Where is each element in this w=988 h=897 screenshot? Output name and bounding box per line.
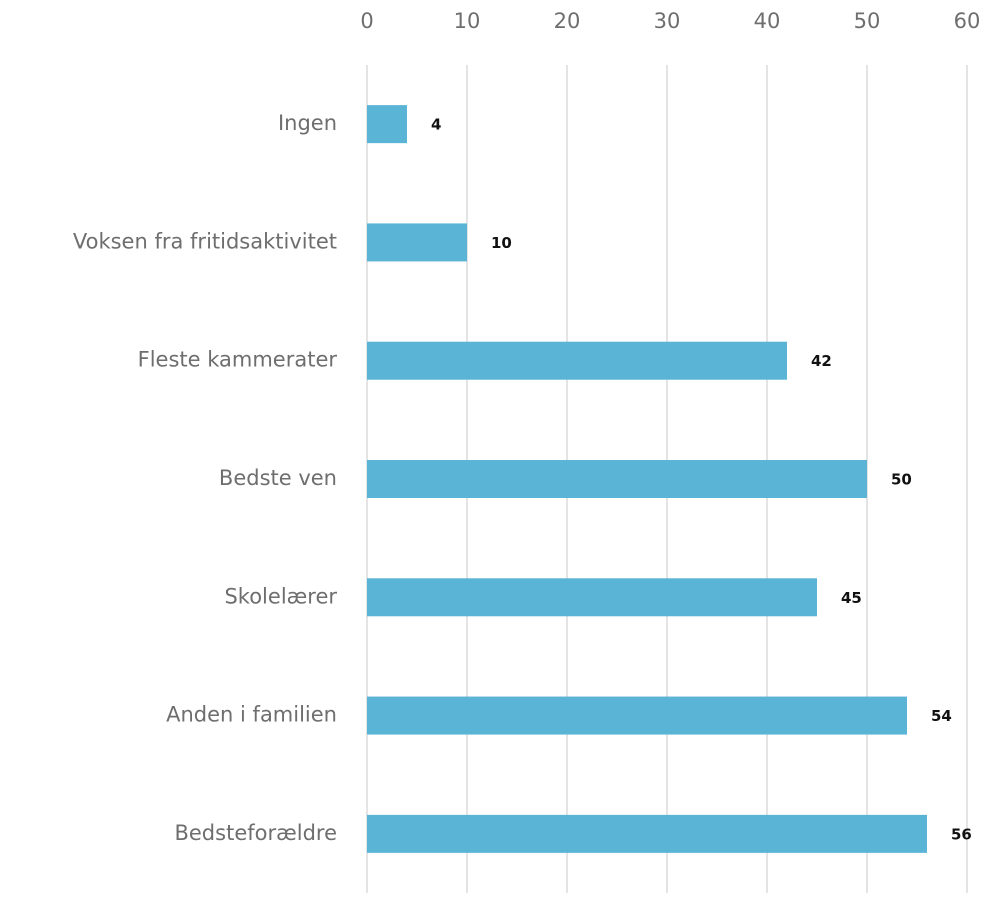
value-label: 50 — [891, 471, 912, 489]
category-label: Skolelærer — [224, 584, 337, 608]
x-tick-label: 10 — [454, 9, 481, 33]
category-label: Bedsteforældre — [174, 821, 337, 845]
x-tick-label: 50 — [854, 9, 881, 33]
category-label: Anden i familien — [166, 703, 337, 727]
value-label: 56 — [951, 825, 972, 843]
bar — [367, 105, 407, 144]
value-label: 45 — [841, 589, 862, 607]
bar — [367, 578, 817, 617]
value-label: 10 — [491, 234, 512, 252]
bar — [367, 460, 867, 498]
bar — [367, 341, 787, 380]
value-label: 4 — [431, 116, 441, 134]
category-label: Voksen fra fritidsaktivitet — [73, 229, 337, 253]
bar — [367, 696, 907, 735]
value-label: 54 — [931, 707, 952, 725]
x-tick-label: 40 — [754, 9, 781, 33]
x-tick-label: 0 — [360, 9, 373, 33]
x-tick-label: 20 — [554, 9, 581, 33]
bar — [367, 814, 927, 853]
value-label: 42 — [811, 352, 832, 370]
category-label: Fleste kammerater — [138, 348, 338, 372]
x-tick-label: 30 — [654, 9, 681, 33]
x-tick-label: 60 — [954, 9, 981, 33]
category-label: Ingen — [278, 111, 337, 135]
bar — [367, 223, 467, 262]
category-label: Bedste ven — [219, 466, 337, 490]
